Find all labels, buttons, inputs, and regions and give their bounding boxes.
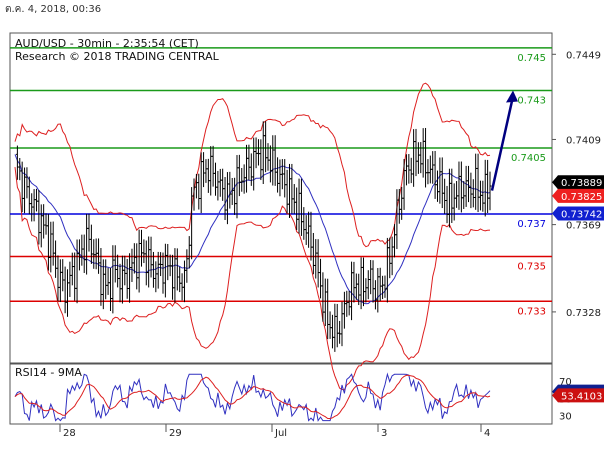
forecast-arrow (490, 96, 515, 191)
rsi-panel (9, 363, 553, 425)
level-label: 0.733 (517, 306, 546, 317)
x-tick-label: 28 (63, 428, 76, 439)
y-tick-label: 0.7328 (566, 308, 601, 319)
level-label: 0.7405 (511, 153, 546, 164)
chart-title: AUD/USD - 30min - 2:35:54 (CET) (15, 37, 199, 50)
level-label: 0.743 (517, 95, 546, 106)
y-tick-label: 0.7449 (566, 50, 601, 61)
x-tick-label: 3 (381, 428, 387, 439)
rsi-tag: 53.4103 (561, 391, 602, 402)
price-tag: 0.73825 (561, 192, 602, 203)
timestamp: ต.ค. 4, 2018, 00:36 (5, 4, 102, 15)
rsi-tick: 30 (559, 411, 572, 422)
price-tag-bg (552, 175, 604, 190)
chart-copyright: Research © 2018 TRADING CENTRAL (15, 50, 220, 63)
price-tag-bg (552, 206, 604, 221)
rsi-title: RSI14 - 9MA (15, 366, 82, 379)
price-tag: 0.73889 (561, 178, 602, 189)
bollinger-upper (14, 82, 491, 248)
rsi-tick: 70 (559, 377, 572, 388)
level-label: 0.735 (517, 262, 546, 273)
bollinger-lower (14, 167, 491, 391)
level-label: 0.737 (517, 219, 546, 230)
x-tick-label: 29 (169, 428, 182, 439)
x-tick-label: 4 (484, 428, 490, 439)
rsi-tag-bg (552, 388, 604, 403)
rsi-ma-line (14, 374, 491, 419)
x-tick-label: Jul (274, 428, 287, 439)
price-tag-bg (552, 188, 604, 203)
price-tag: 0.73742 (561, 210, 602, 221)
rsi-line (14, 372, 491, 422)
y-tick-label: 0.7369 (566, 221, 601, 232)
y-tick-label: 0.7409 (566, 135, 601, 146)
level-label: 0.745 (517, 53, 546, 64)
forecast-arrow-head (506, 90, 518, 103)
